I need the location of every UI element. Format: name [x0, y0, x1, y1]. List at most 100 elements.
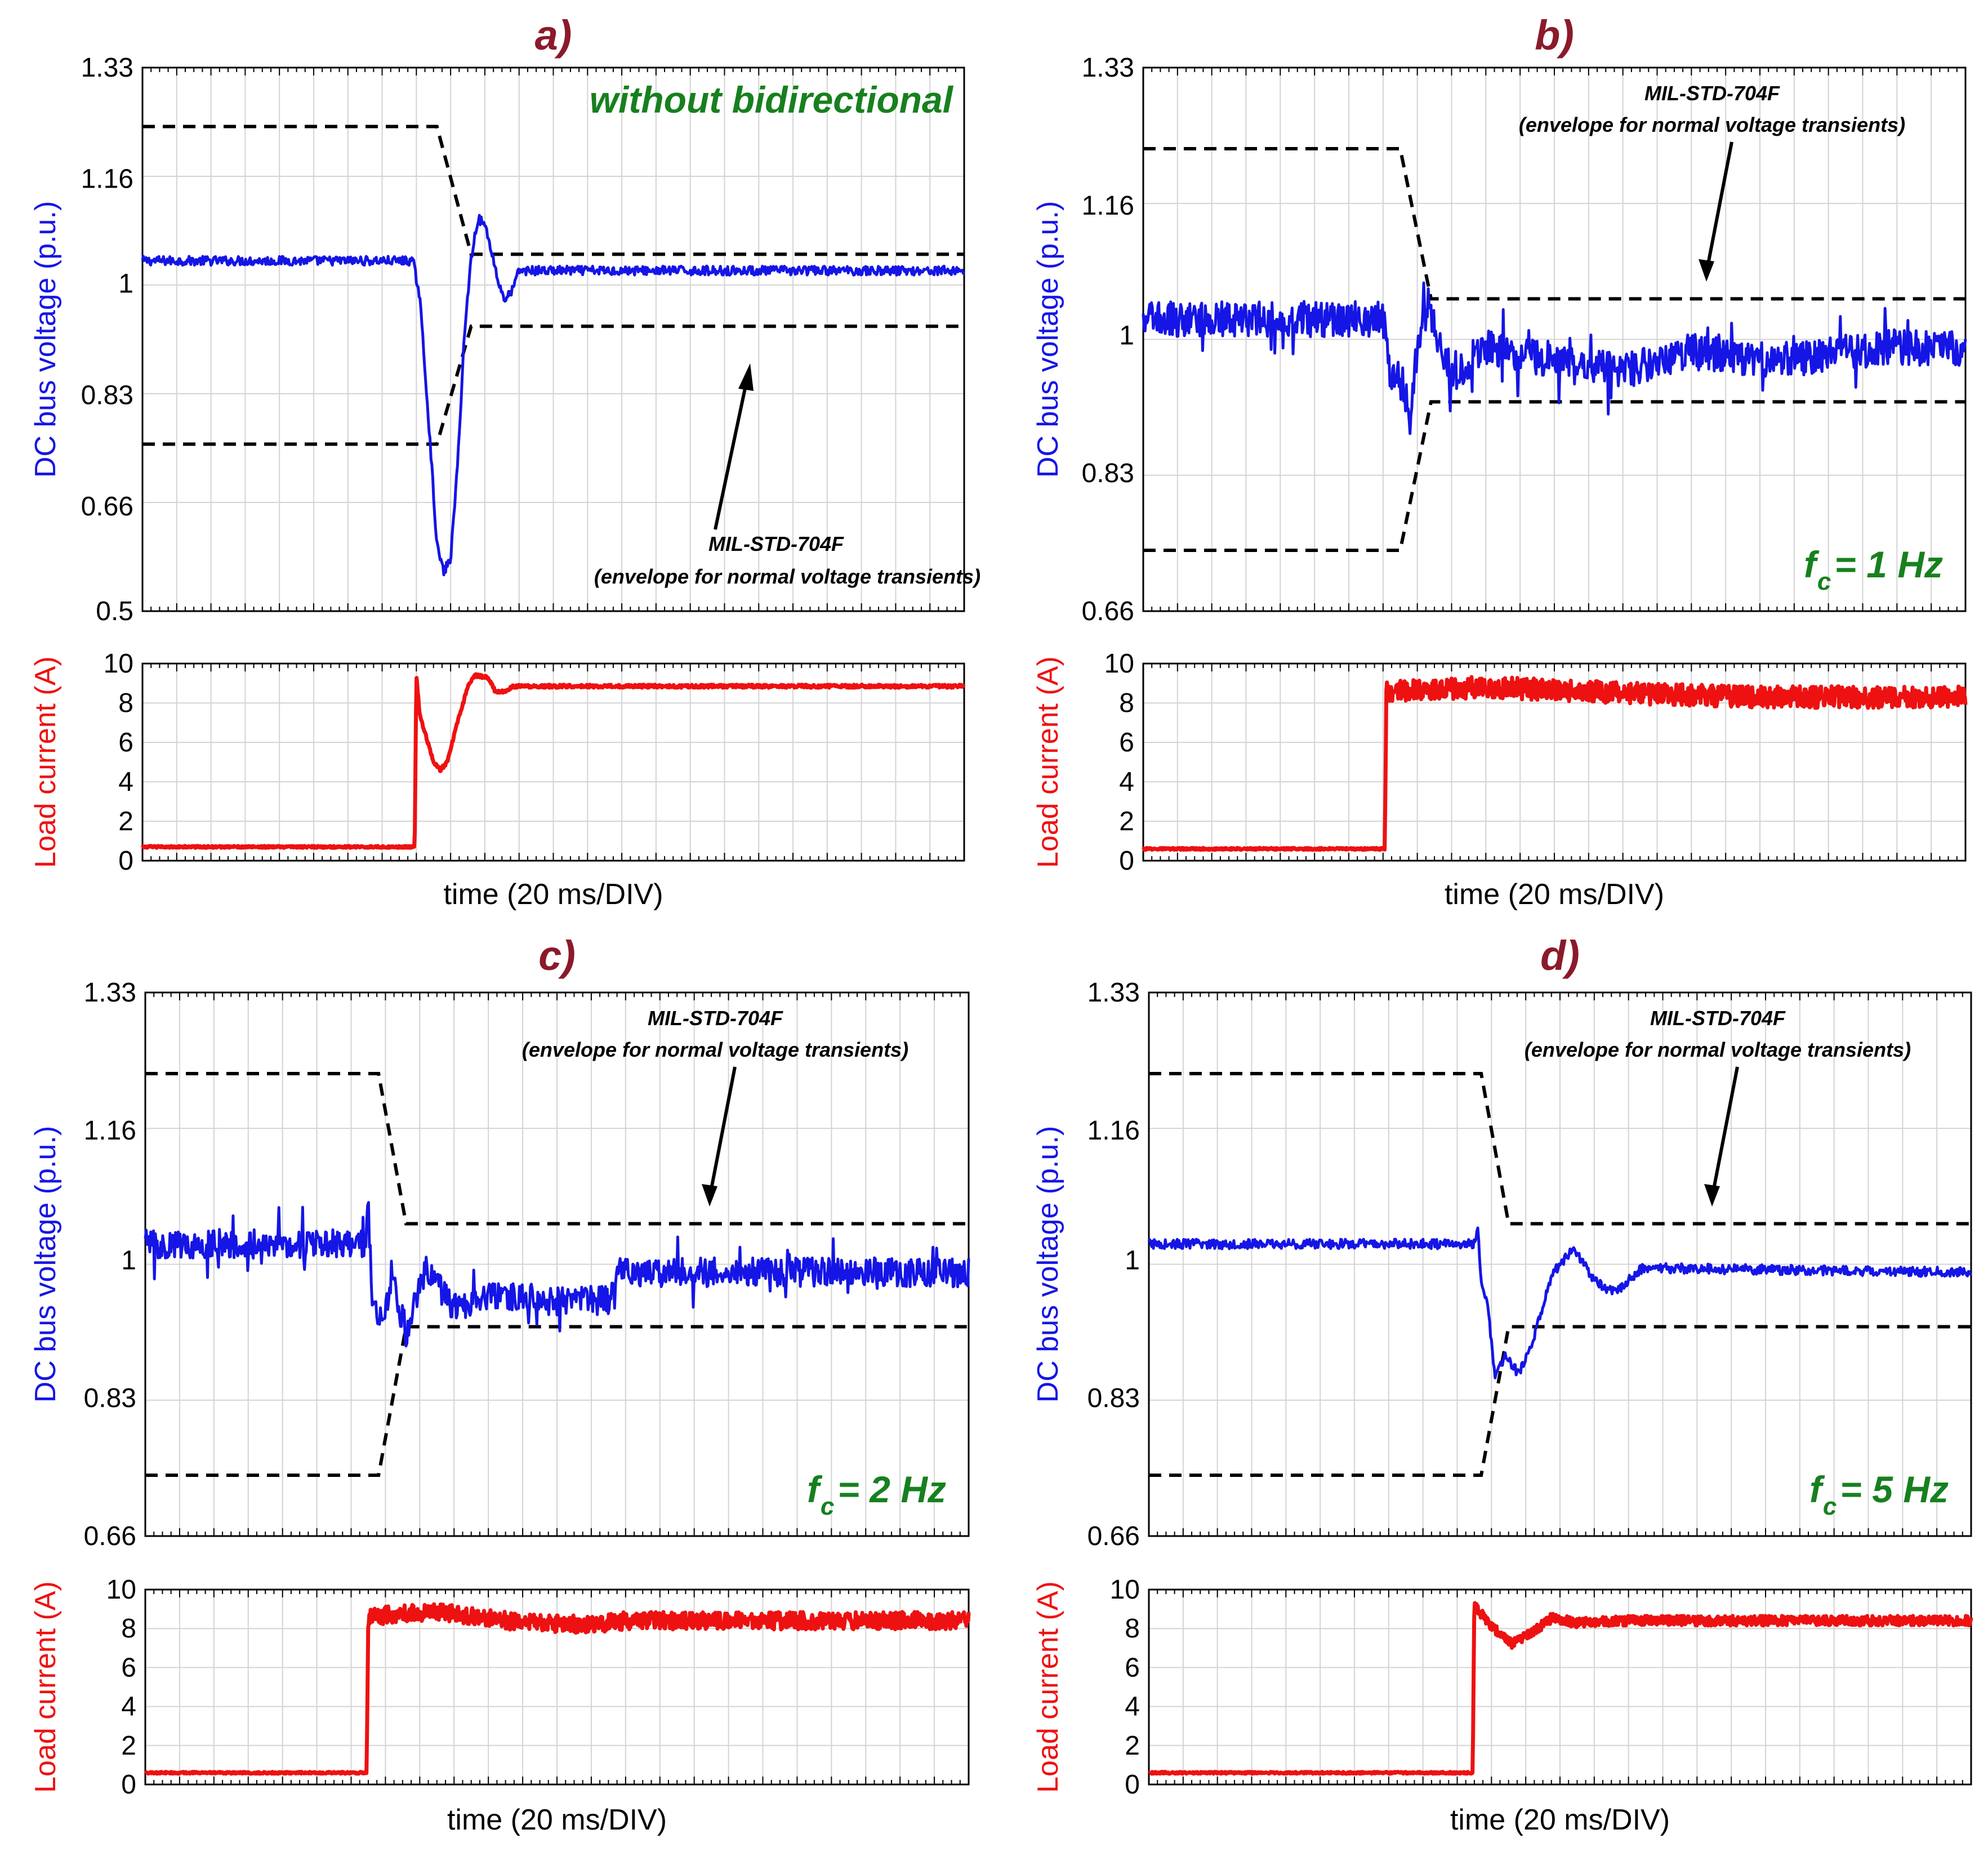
current-tick-label: 4 — [1125, 1692, 1140, 1722]
envelope-upper-line — [1143, 147, 1965, 301]
current-tick-label: 4 — [118, 767, 133, 797]
current-tick-label: 2 — [121, 1731, 136, 1761]
voltage-tick-label: 1.33 — [84, 978, 136, 1008]
annotation-arrow-shaft — [714, 382, 748, 530]
voltage-tick-label: 0.83 — [84, 1383, 136, 1413]
voltage-trace — [141, 213, 965, 577]
current-axis-title: Load current (A) — [1032, 656, 1064, 868]
voltage-tick-label: 1.33 — [1087, 978, 1140, 1008]
current-tick-label: 2 — [118, 807, 133, 836]
envelope-subtitle: (envelope for normal voltage transients) — [1519, 113, 1905, 136]
voltage-trace — [1147, 1226, 1972, 1379]
current-trace — [1147, 1601, 1973, 1776]
voltage-tick-label: 1.33 — [81, 53, 133, 83]
voltage-plot-frame — [141, 66, 965, 612]
cutoff-frequency-label: = 2 Hz — [837, 1468, 946, 1510]
cutoff-frequency-subscript: c — [821, 1493, 834, 1520]
envelope-lower-line — [1143, 400, 1965, 552]
current-tick-label: 0 — [1125, 1770, 1140, 1800]
voltage-tick-label: 1.16 — [1082, 191, 1134, 221]
voltage-tick-label: 1 — [1119, 321, 1134, 350]
current-tick-label: 0 — [1119, 846, 1134, 876]
cutoff-frequency-subscript: c — [1823, 1493, 1837, 1520]
condition-label: without bidirectional — [590, 79, 954, 121]
current-tick-label: 8 — [121, 1614, 136, 1644]
voltage-tick-label: 1 — [118, 269, 133, 299]
voltage-tick-label: 0.5 — [96, 597, 133, 626]
current-axis-title: Load current (A) — [29, 1581, 62, 1793]
envelope-title: MIL-STD-704F — [1650, 1007, 1786, 1030]
current-plot-frame — [141, 662, 965, 862]
time-axis-title: time (20 ms/DIV) — [1445, 878, 1664, 911]
current-plot-frame — [144, 1588, 970, 1786]
voltage-subplot: 0.5 0.66 0.83 1 1.16 1.33 DC bus voltage (p.u.… — [29, 53, 980, 626]
current-subplot: 0 2 4 6 8 10 Load current (A) — [29, 649, 966, 876]
current-tick-label: 6 — [118, 728, 133, 758]
envelope-annotation: without bidirectional MIL-STD-704F (envelo… — [590, 79, 980, 588]
envelope-subtitle: (envelope for normal voltage transients) — [1525, 1038, 1911, 1061]
annotation-arrow-head — [1699, 259, 1714, 282]
current-subplot: 0 2 4 6 8 10 Load current (A) — [1032, 1575, 1973, 1800]
voltage-tick-label: 1.16 — [84, 1116, 136, 1146]
current-axis-title: Load current (A) — [29, 656, 62, 868]
voltage-axis-title: DC bus voltage (p.u.) — [29, 201, 62, 478]
current-tick-label: 4 — [1119, 767, 1134, 797]
cutoff-frequency-subscript: c — [1817, 568, 1831, 595]
voltage-trace — [1142, 281, 1967, 435]
voltage-tick-label: 0.83 — [81, 380, 133, 410]
panel-letter: a) — [535, 12, 572, 59]
current-tick-label: 8 — [118, 688, 133, 718]
current-trace — [1142, 675, 1968, 852]
voltage-tick-label: 0.66 — [1082, 597, 1134, 626]
current-tick-label: 8 — [1119, 688, 1134, 718]
annotation-arrow-shaft — [1706, 141, 1733, 268]
current-tick-label: 0 — [121, 1770, 136, 1800]
voltage-axis-title: DC bus voltage (p.u.) — [1032, 1126, 1064, 1403]
envelope-upper-line — [145, 1072, 969, 1226]
annotation-arrow-shaft — [1711, 1066, 1739, 1192]
current-tick-label: 10 — [106, 1575, 136, 1605]
panel-letter: d) — [1540, 932, 1580, 979]
voltage-tick-label: 0.83 — [1087, 1383, 1140, 1413]
voltage-subplot: 0.66 0.83 1 1.16 1.33 DC bus voltage (p.u.) MI… — [1032, 53, 1967, 626]
panel-letter: c) — [538, 932, 576, 979]
envelope-title: MIL-STD-704F — [1644, 82, 1780, 105]
cutoff-frequency-label: = 1 Hz — [1834, 544, 1943, 585]
panel-letter: b) — [1535, 12, 1574, 59]
voltage-trace — [144, 1201, 970, 1348]
annotation-arrow-head — [702, 1184, 717, 1207]
voltage-subplot: 0.66 0.83 1 1.16 1.33 DC bus voltage (p.u.) MI… — [29, 978, 970, 1551]
voltage-tick-label: 1.16 — [1087, 1116, 1140, 1146]
envelope-lower-line — [142, 324, 964, 446]
time-axis-title: time (20 ms/DIV) — [443, 878, 663, 911]
envelope-title: MIL-STD-704F — [708, 532, 844, 555]
panel-d: d) 0.66 0.83 1 1.16 1.33 DC bus voltage (p.u.)… — [1032, 932, 1973, 1836]
current-tick-label: 10 — [104, 649, 133, 679]
panel-c: c) 0.66 0.83 1 1.16 1.33 DC bus voltage (p.u.)… — [29, 932, 971, 1836]
current-tick-label: 6 — [121, 1653, 136, 1683]
voltage-tick-label: 1.33 — [1082, 53, 1134, 83]
envelope-annotation: MIL-STD-704F (envelope for normal voltage… — [522, 1007, 908, 1207]
current-trace — [140, 672, 966, 850]
current-subplot: 0 2 4 6 8 10 Load current (A) — [1032, 649, 1968, 876]
current-plot-frame — [1142, 662, 1967, 862]
current-plot-frame — [1148, 1588, 1972, 1786]
envelope-annotation: MIL-STD-704F (envelope for normal voltage… — [1519, 82, 1905, 282]
cutoff-frequency-label: = 5 Hz — [1840, 1468, 1949, 1510]
annotation-arrow-head — [738, 363, 754, 391]
voltage-axis-title: DC bus voltage (p.u.) — [29, 1126, 62, 1403]
voltage-subplot: 0.66 0.83 1 1.16 1.33 DC bus voltage (p.u.) MI… — [1032, 978, 1972, 1551]
voltage-tick-label: 0.66 — [81, 492, 133, 522]
current-tick-label: 4 — [121, 1692, 136, 1722]
current-tick-label: 10 — [1104, 649, 1134, 679]
panel-a: a) 0.5 0.66 0.83 1 1.16 1.33 DC bus voltage (p.… — [29, 12, 980, 911]
current-tick-label: 6 — [1125, 1653, 1140, 1683]
time-axis-title: time (20 ms/DIV) — [447, 1804, 667, 1836]
voltage-tick-label: 0.66 — [1087, 1521, 1140, 1551]
voltage-tick-label: 0.66 — [84, 1521, 136, 1551]
annotation-arrow-head — [1704, 1184, 1720, 1207]
current-tick-label: 2 — [1119, 807, 1134, 836]
voltage-tick-label: 1.16 — [81, 164, 133, 194]
voltage-tick-label: 1 — [121, 1245, 136, 1275]
